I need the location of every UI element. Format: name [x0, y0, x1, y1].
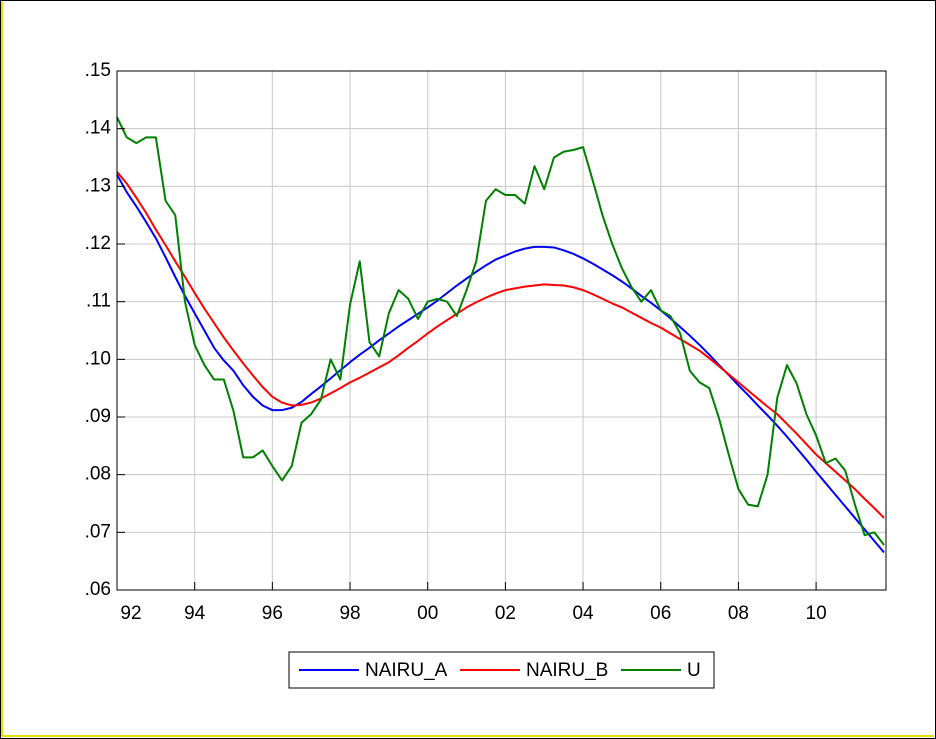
y-tick-label: .13 [85, 175, 111, 196]
legend-label: NAIRU_B [526, 660, 608, 681]
series-line [116, 116, 885, 546]
x-tick-label: 92 [120, 603, 141, 624]
x-tick-label: 04 [572, 603, 594, 624]
y-tick-label: .08 [85, 464, 111, 485]
y-tick-label: .12 [85, 233, 111, 254]
series-line [116, 174, 885, 554]
legend-label: NAIRU_A [365, 660, 448, 681]
y-tick-label: .11 [86, 291, 111, 312]
x-tick-label: 06 [650, 603, 671, 624]
series-line [116, 171, 885, 519]
axes: .06 .07 .08 .09 .10 .11 .12 .13 .14 .15 92 94 96 98 00… [85, 60, 827, 624]
x-tick-label: 08 [728, 603, 749, 624]
y-tick-label: .10 [85, 348, 111, 369]
y-tick-label: .09 [85, 406, 111, 427]
plot-lines [116, 116, 885, 554]
y-tick-label: .14 [85, 118, 112, 139]
y-tick-label: .06 [85, 579, 111, 600]
y-tick-label: .15 [85, 60, 111, 81]
x-tick-label: 02 [495, 603, 516, 624]
x-tick-label: 94 [184, 603, 206, 624]
x-tick-label: 98 [339, 603, 360, 624]
plot-border [116, 70, 887, 591]
x-tick-label: 10 [806, 603, 827, 624]
x-tick-label: 00 [417, 603, 438, 624]
legend: NAIRU_A NAIRU_B U [288, 651, 715, 689]
y-tick-label: .07 [85, 521, 111, 542]
legend-label: U [687, 660, 701, 681]
x-tick-label: 96 [262, 603, 283, 624]
